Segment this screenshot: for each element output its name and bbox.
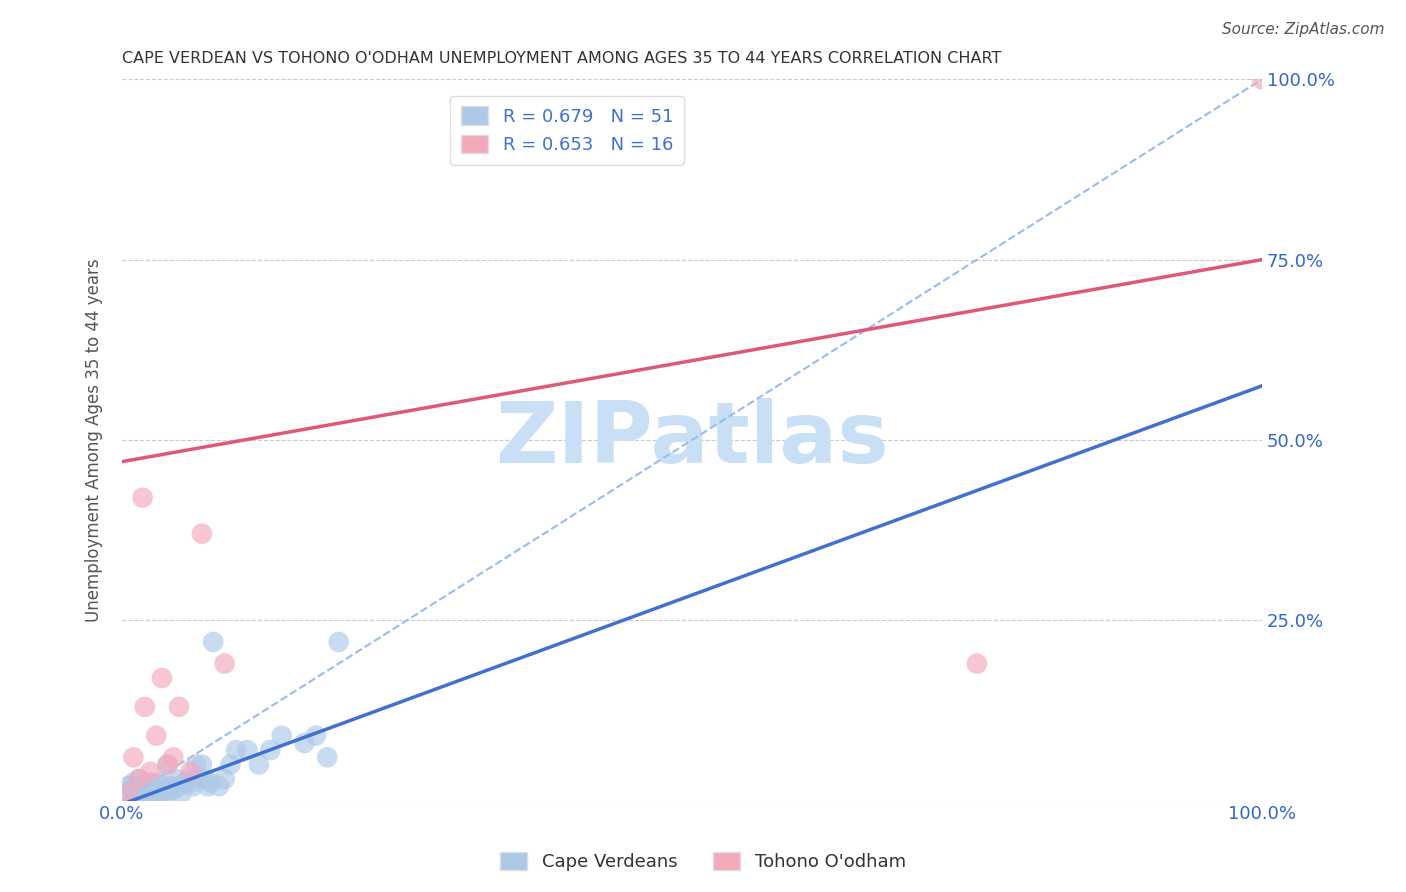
- Point: [138, 786, 160, 800]
- Point: [225, 743, 247, 757]
- Point: [236, 743, 259, 757]
- Text: Source: ZipAtlas.com: Source: ZipAtlas.com: [1222, 22, 1385, 37]
- Text: CAPE VERDEAN VS TOHONO O'ODHAM UNEMPLOYMENT AMONG AGES 35 TO 44 YEARS CORRELATIO: CAPE VERDEAN VS TOHONO O'ODHAM UNEMPLOYM…: [122, 51, 1001, 66]
- Point: [316, 750, 339, 764]
- Point: [179, 764, 201, 779]
- Point: [179, 775, 201, 789]
- Point: [186, 757, 208, 772]
- Point: [966, 657, 988, 671]
- Text: ZIPatlas: ZIPatlas: [495, 399, 889, 482]
- Point: [208, 779, 231, 793]
- Point: [167, 699, 190, 714]
- Point: [247, 757, 270, 772]
- Point: [214, 772, 236, 786]
- Point: [156, 786, 179, 800]
- Point: [193, 772, 215, 786]
- Point: [136, 782, 159, 797]
- Point: [125, 786, 148, 800]
- Point: [134, 790, 156, 805]
- Y-axis label: Unemployment Among Ages 35 to 44 years: Unemployment Among Ages 35 to 44 years: [86, 258, 103, 622]
- Point: [165, 772, 187, 786]
- Point: [191, 757, 214, 772]
- Point: [128, 772, 150, 786]
- Point: [125, 782, 148, 797]
- Point: [145, 782, 167, 797]
- Legend: Cape Verdeans, Tohono O'odham: Cape Verdeans, Tohono O'odham: [494, 845, 912, 879]
- Point: [328, 635, 350, 649]
- Point: [152, 779, 174, 793]
- Point: [134, 699, 156, 714]
- Point: [219, 757, 242, 772]
- Point: [131, 491, 153, 505]
- Point: [122, 790, 145, 805]
- Point: [270, 729, 292, 743]
- Point: [173, 775, 195, 789]
- Point: [259, 743, 281, 757]
- Point: [145, 729, 167, 743]
- Point: [139, 775, 162, 789]
- Point: [139, 764, 162, 779]
- Point: [200, 775, 222, 789]
- Point: [156, 757, 179, 772]
- Point: [145, 790, 167, 805]
- Point: [150, 671, 173, 685]
- Point: [160, 779, 183, 793]
- Point: [305, 729, 328, 743]
- Point: [131, 786, 153, 800]
- Point: [128, 786, 150, 800]
- Point: [162, 782, 184, 797]
- Point: [143, 786, 166, 800]
- Point: [148, 775, 170, 789]
- Point: [167, 779, 190, 793]
- Point: [181, 779, 204, 793]
- Point: [202, 635, 225, 649]
- Point: [117, 786, 139, 800]
- Point: [139, 790, 162, 805]
- Point: [117, 779, 139, 793]
- Point: [1251, 72, 1274, 87]
- Point: [191, 526, 214, 541]
- Point: [122, 750, 145, 764]
- Point: [197, 779, 219, 793]
- Point: [214, 657, 236, 671]
- Point: [150, 786, 173, 800]
- Point: [155, 782, 177, 797]
- Point: [162, 750, 184, 764]
- Point: [170, 786, 193, 800]
- Point: [156, 757, 179, 772]
- Legend: R = 0.679   N = 51, R = 0.653   N = 16: R = 0.679 N = 51, R = 0.653 N = 16: [450, 95, 683, 165]
- Point: [177, 772, 200, 786]
- Point: [128, 772, 150, 786]
- Point: [120, 782, 142, 797]
- Point: [122, 775, 145, 789]
- Point: [294, 736, 316, 750]
- Point: [134, 779, 156, 793]
